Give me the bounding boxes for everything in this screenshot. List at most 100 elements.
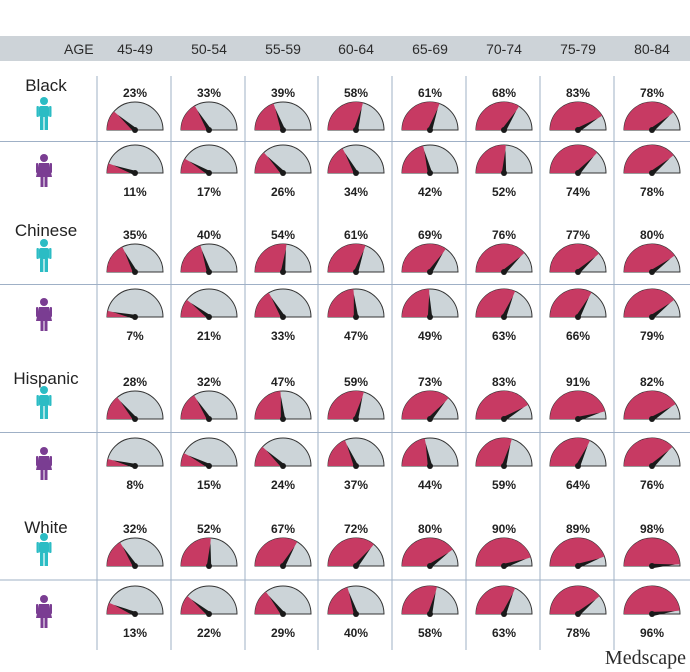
group-label-hispanic: Hispanic	[13, 369, 79, 388]
gauge-needle	[501, 295, 514, 318]
gauge: 73%	[401, 375, 459, 422]
medscape-logo: Medscape	[605, 647, 686, 669]
gauge-value-label: 80%	[418, 522, 442, 536]
gauge-value-label: 8%	[126, 478, 144, 492]
gauge-needle	[651, 611, 675, 617]
gauge-fill	[476, 437, 512, 466]
gauge: 33%	[254, 288, 312, 343]
gauge-fill	[402, 102, 440, 130]
gauge: 76%	[475, 228, 533, 275]
gauge: 26%	[254, 144, 312, 199]
gauge-value-label: 76%	[492, 228, 516, 242]
gauge-value-label: 61%	[344, 228, 368, 242]
gauge-value-label: 40%	[197, 228, 221, 242]
gauge-needle	[650, 115, 670, 132]
gauge-fill	[255, 152, 283, 173]
gauge-grid: 23% 33% 39% 58% 61% 68% 83% 78% 11% 17% 26% 34% 42% 5…	[106, 86, 681, 640]
gauge-needle	[576, 599, 596, 616]
gauge-fill	[181, 395, 209, 419]
gauge: 23%	[106, 86, 164, 133]
gauge-needle	[577, 412, 601, 422]
gauge-hub	[206, 127, 212, 133]
gauge: 78%	[549, 585, 607, 640]
gauge-needle	[650, 158, 670, 175]
gauge-hub	[132, 269, 138, 275]
header-bar: AGE 45-49 50-54 55-59 60-64 65-69 70-74 75-79 80…	[0, 36, 690, 61]
gauge: 64%	[549, 437, 607, 492]
gauge: 91%	[549, 375, 607, 422]
gauge-hub	[280, 170, 286, 176]
gauge-value-label: 67%	[271, 522, 295, 536]
gauge-hub	[206, 463, 212, 469]
gauge-fill	[402, 289, 430, 317]
gauge-fill	[328, 102, 363, 130]
gauge-value-label: 58%	[418, 626, 442, 640]
gauge-hub	[501, 127, 507, 133]
gauge-needle	[281, 546, 295, 568]
gauge: 77%	[549, 228, 607, 275]
gauge-fill	[255, 103, 283, 130]
gauge: 22%	[180, 585, 238, 640]
gauge-fill	[181, 538, 211, 566]
gauge-fill	[255, 391, 283, 419]
gauge-value-label: 17%	[197, 185, 221, 199]
gauge-hub	[649, 563, 655, 569]
gauge: 33%	[180, 86, 238, 133]
gauge-hub	[132, 416, 138, 422]
gauge-needle	[190, 302, 211, 319]
gauge: 59%	[327, 375, 385, 422]
gauge-value-label: 44%	[418, 478, 442, 492]
age-group-45-49: 45-49	[117, 41, 153, 57]
gauge-hub	[206, 170, 212, 176]
gauge-needle	[348, 592, 359, 615]
gauge-fill	[328, 587, 356, 614]
gauge-value-label: 47%	[344, 329, 368, 343]
gauge-hub	[501, 611, 507, 617]
gauge-needle	[206, 543, 212, 567]
gauge-hub	[427, 563, 433, 569]
gauge-needle	[275, 108, 286, 131]
gauge-value-label: 15%	[197, 478, 221, 492]
gauge-value-label: 37%	[344, 478, 368, 492]
gauge-hub	[206, 416, 212, 422]
gauge-needle	[189, 161, 211, 175]
gauge-value-label: 29%	[271, 626, 295, 640]
gauge: 61%	[327, 228, 385, 275]
gauge-value-label: 79%	[640, 329, 664, 343]
gauge: 44%	[401, 437, 459, 492]
gauge-value-label: 28%	[123, 375, 147, 389]
group-label-chinese: Chinese	[15, 221, 77, 240]
gauge-hub	[575, 416, 581, 422]
gauge-needle	[577, 558, 600, 569]
gauge: 78%	[623, 144, 681, 199]
gauge-hub	[353, 170, 359, 176]
gauge-hub	[353, 416, 359, 422]
gauge-hub	[501, 170, 507, 176]
female-icon	[36, 447, 52, 480]
gauge-value-label: 42%	[418, 185, 442, 199]
gauge-fill	[476, 585, 516, 614]
gauge-fill	[107, 542, 135, 566]
gauge: 66%	[549, 288, 607, 343]
gauge-needle	[424, 150, 433, 174]
gauge-fill	[402, 586, 437, 614]
gauge-value-label: 49%	[418, 329, 442, 343]
gauge-value-label: 32%	[197, 375, 221, 389]
gauge-value-label: 58%	[344, 86, 368, 100]
gauge-fill	[550, 144, 598, 173]
gauge-hub	[206, 269, 212, 275]
age-group-55-59: 55-59	[265, 41, 301, 57]
gauge: 69%	[401, 228, 459, 275]
gauge-value-label: 39%	[271, 86, 295, 100]
gauge: 83%	[475, 375, 533, 422]
male-icon	[36, 97, 52, 130]
gauge-hub	[575, 269, 581, 275]
gauge-needle	[576, 118, 598, 132]
group-labels: Black Chinese Hispanic White	[13, 76, 79, 628]
gauge-hub	[280, 127, 286, 133]
gauge-needle	[428, 252, 443, 274]
gauge-needle	[650, 406, 672, 421]
gauge-needle	[576, 445, 588, 467]
gauge-hub	[353, 611, 359, 617]
